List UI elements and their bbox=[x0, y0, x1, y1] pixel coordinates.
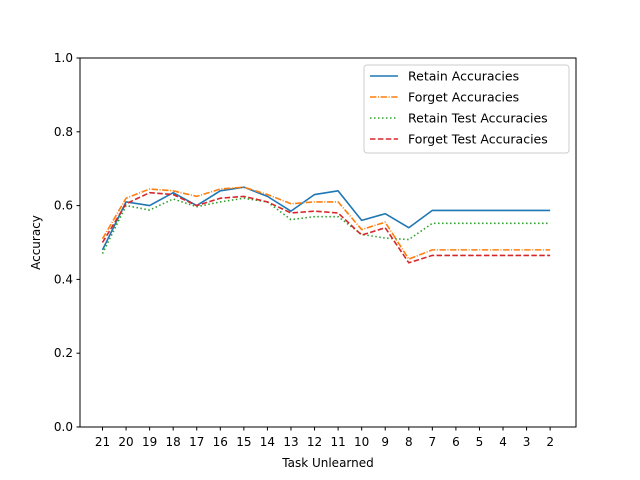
x-axis: 21 20 19 18 17 16 15 14 13 12 11 10 9 8 7 6 5 4 3 2 bbox=[95, 427, 554, 449]
x-tick-label: 11 bbox=[330, 435, 345, 449]
series-layer bbox=[101, 186, 551, 264]
x-tick-label: 12 bbox=[307, 435, 322, 449]
x-tick-label: 16 bbox=[213, 435, 228, 449]
series-line-0 bbox=[101, 186, 551, 251]
legend-label: Retain Test Accuracies bbox=[408, 111, 548, 126]
legend-label: Retain Accuracies bbox=[408, 69, 519, 84]
x-tick-label: 9 bbox=[381, 435, 389, 449]
x-tick-label: 13 bbox=[283, 435, 298, 449]
x-tick-label: 10 bbox=[354, 435, 369, 449]
legend-label: Forget Test Accuracies bbox=[408, 132, 548, 147]
x-tick-label: 17 bbox=[189, 435, 204, 449]
y-tick-label: 0.6 bbox=[54, 199, 73, 213]
series-line-2 bbox=[101, 197, 551, 254]
x-tick-label: 7 bbox=[429, 435, 437, 449]
x-tick-label: 2 bbox=[546, 435, 554, 449]
legend-box bbox=[363, 64, 570, 154]
plot-frame bbox=[79, 57, 577, 428]
legend: Retain Accuracies Forget Accuracies Retain… bbox=[363, 64, 570, 154]
y-tick-label: 0.4 bbox=[54, 272, 73, 286]
y-axis: 0.0 0.2 0.4 0.6 0.8 1.0 bbox=[54, 51, 80, 434]
x-tick-label: 19 bbox=[142, 435, 157, 449]
x-tick-label: 3 bbox=[523, 435, 531, 449]
y-tick-label: 0.0 bbox=[54, 420, 73, 434]
x-tick-label: 8 bbox=[405, 435, 413, 449]
x-axis-label: Task Unlearned bbox=[281, 456, 374, 470]
x-tick-label: 21 bbox=[95, 435, 110, 449]
x-tick-label: 15 bbox=[236, 435, 251, 449]
y-axis-label: Accuracy bbox=[29, 215, 43, 270]
x-tick-label: 20 bbox=[118, 435, 133, 449]
y-tick-label: 0.2 bbox=[54, 346, 73, 360]
y-tick-label: 0.8 bbox=[54, 125, 73, 139]
legend-label: Forget Accuracies bbox=[408, 90, 519, 105]
x-tick-label: 4 bbox=[499, 435, 507, 449]
series-line-1 bbox=[101, 186, 551, 260]
x-tick-label: 14 bbox=[260, 435, 275, 449]
x-tick-label: 6 bbox=[452, 435, 460, 449]
x-tick-label: 5 bbox=[476, 435, 484, 449]
x-tick-label: 18 bbox=[166, 435, 181, 449]
y-tick-label: 1.0 bbox=[54, 51, 73, 65]
series-line-3 bbox=[101, 191, 551, 264]
